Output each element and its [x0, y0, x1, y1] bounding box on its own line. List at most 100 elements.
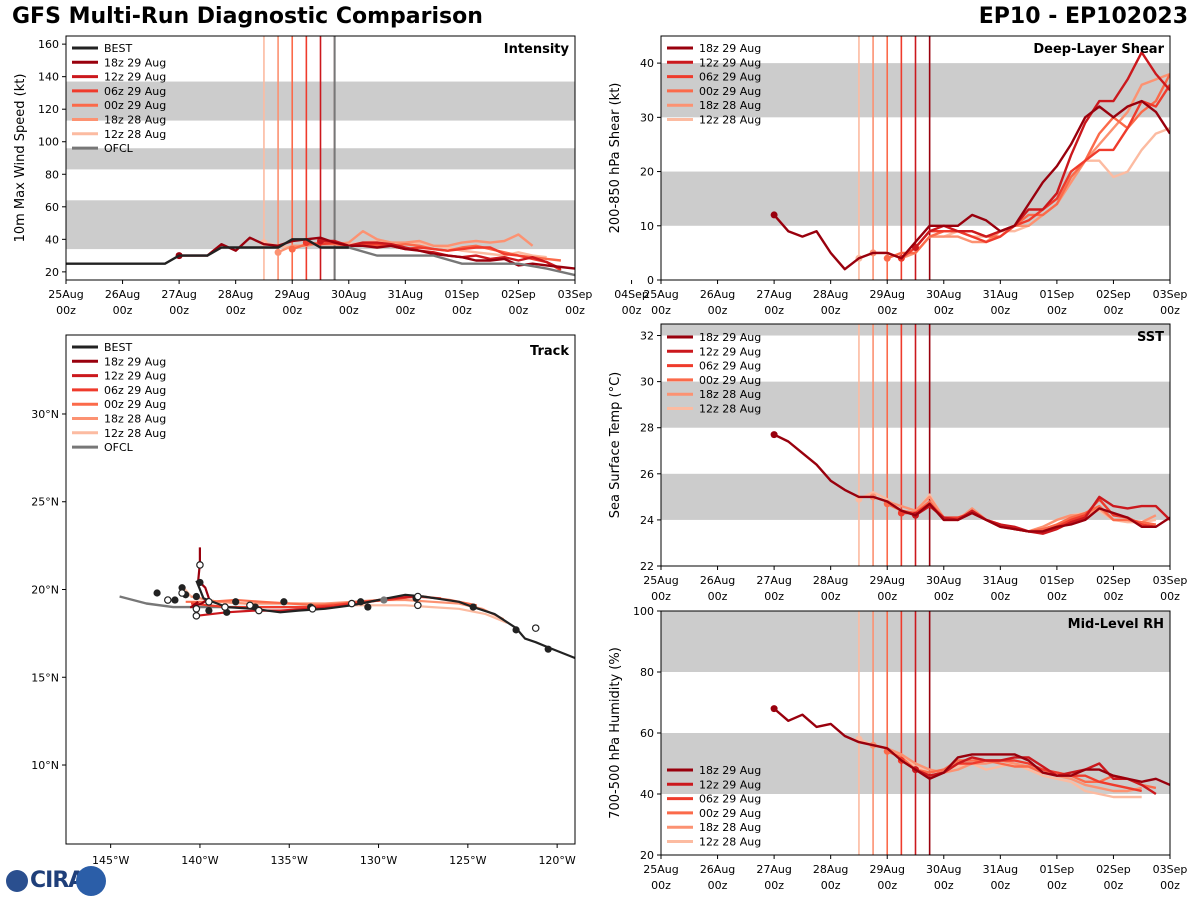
x-tick-sublabel: 00z — [169, 304, 189, 317]
plot-area-sst — [661, 324, 1170, 566]
series-line — [773, 99, 1170, 271]
x-tick-label: 01Sep — [1040, 574, 1075, 587]
x-tick-sublabel: 00z — [990, 590, 1010, 603]
y-tick-label: 120 — [38, 103, 59, 116]
legend-label: 06z 29 Aug — [104, 85, 166, 98]
x-tick-sublabel: 00z — [764, 879, 784, 892]
best-track-open-point — [192, 605, 201, 613]
x-tick-label: 25Aug — [643, 288, 678, 301]
x-tick-label: 03Sep — [1153, 863, 1188, 876]
x-tick-label: 25Aug — [643, 863, 678, 876]
series-start-point — [770, 211, 778, 219]
x-tick-label: 02Sep — [1096, 288, 1131, 301]
x-tick-label: 28Aug — [813, 288, 848, 301]
series-start-point — [770, 705, 778, 713]
legend-label: 00z 29 Aug — [104, 99, 166, 112]
legend-label: 06z 29 Aug — [699, 71, 761, 84]
y-tick-label: 30 — [640, 111, 654, 124]
best-track-point — [205, 606, 213, 615]
y-tick-label: 20°N — [31, 584, 59, 597]
best-track-point — [153, 589, 161, 597]
figure-title: GFS Multi-Run Diagnostic Comparison — [12, 4, 483, 29]
series-line — [915, 756, 1157, 796]
x-tick-label: 27Aug — [161, 288, 196, 301]
x-tick-sublabel: 00z — [1160, 879, 1180, 892]
legend-label: OFCL — [104, 441, 134, 454]
y-tick-label: 20 — [45, 266, 59, 279]
x-tick-sublabel: 00z — [708, 879, 728, 892]
x-tick-label: 01Sep — [1040, 288, 1075, 301]
axes-frame — [660, 35, 1171, 281]
best-track-open-point — [221, 603, 229, 611]
x-tick-label: 140°W — [181, 854, 218, 867]
x-tick-sublabel: 00z — [934, 590, 954, 603]
x-tick-sublabel: 00z — [651, 304, 671, 317]
plot-area-rh — [661, 611, 1170, 855]
axes-frame — [65, 334, 576, 845]
best-track-point — [512, 626, 520, 634]
panel-title: Intensity — [504, 42, 570, 57]
panel-title: SST — [1137, 330, 1164, 345]
x-tick-label: 01Sep — [445, 288, 480, 301]
legend-label: 12z 29 Aug — [699, 778, 761, 791]
y-tick-label: 60 — [45, 201, 59, 214]
legend-label: 06z 29 Aug — [104, 384, 166, 397]
x-tick-label: 25Aug — [643, 574, 678, 587]
cira-logo: CIRA — [4, 866, 108, 898]
y-tick-label: 10 — [640, 220, 654, 233]
series-line — [886, 73, 1170, 260]
x-tick-label: 02Sep — [501, 288, 536, 301]
axes-frame — [65, 35, 576, 281]
ofcl-start-point — [380, 596, 388, 604]
x-tick-sublabel: 00z — [56, 304, 76, 317]
y-tick-label: 40 — [640, 788, 654, 801]
y-tick-label: 20 — [640, 849, 654, 862]
x-tick-label: 28Aug — [813, 574, 848, 587]
x-tick-sublabel: 00z — [282, 304, 302, 317]
series-line — [900, 84, 1170, 260]
legend-label: 06z 29 Aug — [699, 360, 761, 373]
x-tick-sublabel: 00z — [990, 879, 1010, 892]
x-tick-sublabel: 00z — [651, 879, 671, 892]
y-axis-label: 10m Max Wind Speed (kt) — [13, 74, 28, 243]
legend-label: 18z 29 Aug — [699, 764, 761, 777]
best-track-point — [178, 584, 186, 592]
legend-label: OFCL — [104, 142, 134, 155]
plot-area-shear — [661, 36, 1170, 280]
best-track-point — [196, 578, 204, 587]
legend-label: 18z 29 Aug — [104, 355, 166, 368]
x-tick-sublabel: 00z — [1104, 304, 1124, 317]
x-tick-label: 145°W — [92, 854, 129, 867]
y-tick-label: 20 — [640, 166, 654, 179]
x-tick-label: 28Aug — [813, 863, 848, 876]
x-tick-label: 03Sep — [1153, 288, 1188, 301]
y-tick-label: 30 — [640, 376, 654, 389]
x-tick-label: 28Aug — [218, 288, 253, 301]
x-tick-label: 26Aug — [700, 574, 735, 587]
legend-label: 00z 29 Aug — [699, 374, 761, 387]
x-tick-sublabel: 00z — [1104, 879, 1124, 892]
x-tick-label: 30Aug — [331, 288, 366, 301]
series-start-point — [288, 245, 296, 253]
y-axis-label: Sea Surface Temp (°C) — [608, 372, 623, 519]
x-tick-sublabel: 00z — [821, 304, 841, 317]
legend-label: 18z 29 Aug — [699, 331, 761, 344]
x-tick-sublabel: 00z — [764, 304, 784, 317]
legend-label: BEST — [104, 341, 132, 354]
legend-label: 00z 29 Aug — [699, 85, 761, 98]
legend-label: 18z 28 Aug — [104, 114, 166, 127]
y-tick-label: 0 — [647, 274, 654, 287]
legend-label: 12z 29 Aug — [104, 370, 166, 383]
x-tick-label: 26Aug — [700, 288, 735, 301]
x-tick-label: 31Aug — [983, 288, 1018, 301]
y-tick-label: 60 — [640, 727, 654, 740]
x-tick-sublabel: 00z — [509, 304, 529, 317]
x-tick-sublabel: 00z — [651, 590, 671, 603]
x-tick-sublabel: 00z — [1160, 590, 1180, 603]
y-tick-label: 25°N — [31, 496, 59, 509]
y-tick-label: 160 — [38, 38, 59, 51]
y-tick-label: 26 — [640, 468, 654, 481]
y-tick-label: 80 — [45, 168, 59, 181]
plot-area-intensity — [66, 36, 575, 280]
x-tick-sublabel: 00z — [821, 879, 841, 892]
